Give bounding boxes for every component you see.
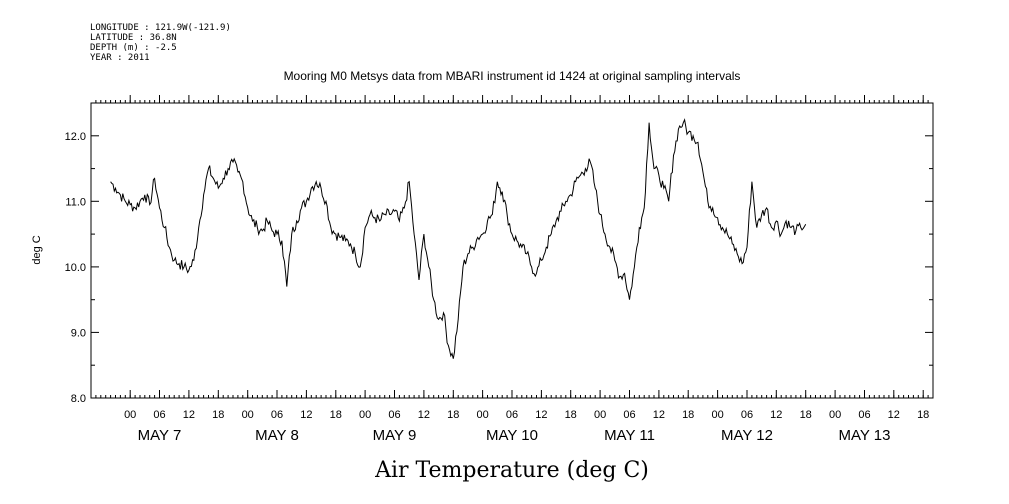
x-hour-label: 06 [506, 409, 518, 421]
x-hour-label: 18 [682, 409, 694, 421]
x-hour-label: 12 [770, 409, 782, 421]
x-hour-label: 06 [858, 409, 870, 421]
x-hour-label: 18 [800, 409, 812, 421]
x-hour-label: 18 [917, 409, 929, 421]
x-hour-label: 06 [388, 409, 400, 421]
x-axis-label: Air Temperature (deg C) [374, 458, 649, 483]
x-day-label: MAY 10 [486, 427, 538, 444]
y-axis: 8.0 9.0 10.0 11.0 12.0 [65, 131, 933, 405]
x-hour-label: 18 [212, 409, 224, 421]
x-day-label: MAY 13 [839, 427, 891, 444]
y-axis-label: deg C [31, 235, 43, 264]
x-hour-label: 00 [476, 409, 488, 421]
x-day-label: MAY 9 [373, 427, 417, 444]
x-day-label: MAY 7 [138, 427, 182, 444]
x-hour-label: 12 [653, 409, 665, 421]
x-hour-label: 12 [888, 409, 900, 421]
x-hour-label: 00 [242, 409, 254, 421]
plot-frame [90, 102, 934, 399]
x-day-label: MAY 12 [721, 427, 773, 444]
x-hour-label: 00 [359, 409, 371, 421]
depth-text: DEPTH (m) : -2.5 [90, 43, 177, 53]
x-hour-label: 06 [153, 409, 165, 421]
x-hour-label: 12 [535, 409, 547, 421]
longitude-text: LONGITUDE : 121.9W(-121.9) [90, 23, 231, 33]
y-tick-label: 11.0 [65, 196, 86, 208]
y-tick-label: 10.0 [65, 262, 86, 274]
year-text: YEAR : 2011 [90, 53, 150, 63]
x-day-label: MAY 8 [255, 427, 299, 444]
x-hour-label: 06 [623, 409, 635, 421]
y-tick-label: 8.0 [71, 393, 86, 405]
x-hour-label: 00 [594, 409, 606, 421]
x-hour-label: 00 [711, 409, 723, 421]
x-hour-label: 12 [183, 409, 195, 421]
x-axis: 00 06 12 18 00 06 12 18 00 06 12 18 00 06 12 18 00 06 12 18… [124, 95, 929, 444]
latitude-text: LATITUDE : 36.8N [90, 33, 177, 43]
x-hour-label: 18 [447, 409, 459, 421]
minor-ticks [95, 100, 929, 398]
x-day-label: MAY 11 [604, 427, 655, 444]
x-hour-label: 06 [271, 409, 283, 421]
x-hour-label: 00 [124, 409, 136, 421]
y-tick-label: 9.0 [71, 327, 86, 339]
x-hour-label: 18 [565, 409, 577, 421]
series-line-air-temperature [110, 118, 807, 359]
x-hour-label: 06 [741, 409, 753, 421]
x-hour-label: 12 [300, 409, 312, 421]
x-hour-label: 00 [829, 409, 841, 421]
y-tick-label: 12.0 [65, 131, 86, 143]
x-hour-label: 18 [330, 409, 342, 421]
chart-title: Mooring M0 Metsys data from MBARI instru… [284, 69, 741, 83]
x-hour-label: 12 [418, 409, 430, 421]
metadata-block: LONGITUDE : 121.9W(-121.9) LATITUDE : 36… [90, 23, 231, 63]
